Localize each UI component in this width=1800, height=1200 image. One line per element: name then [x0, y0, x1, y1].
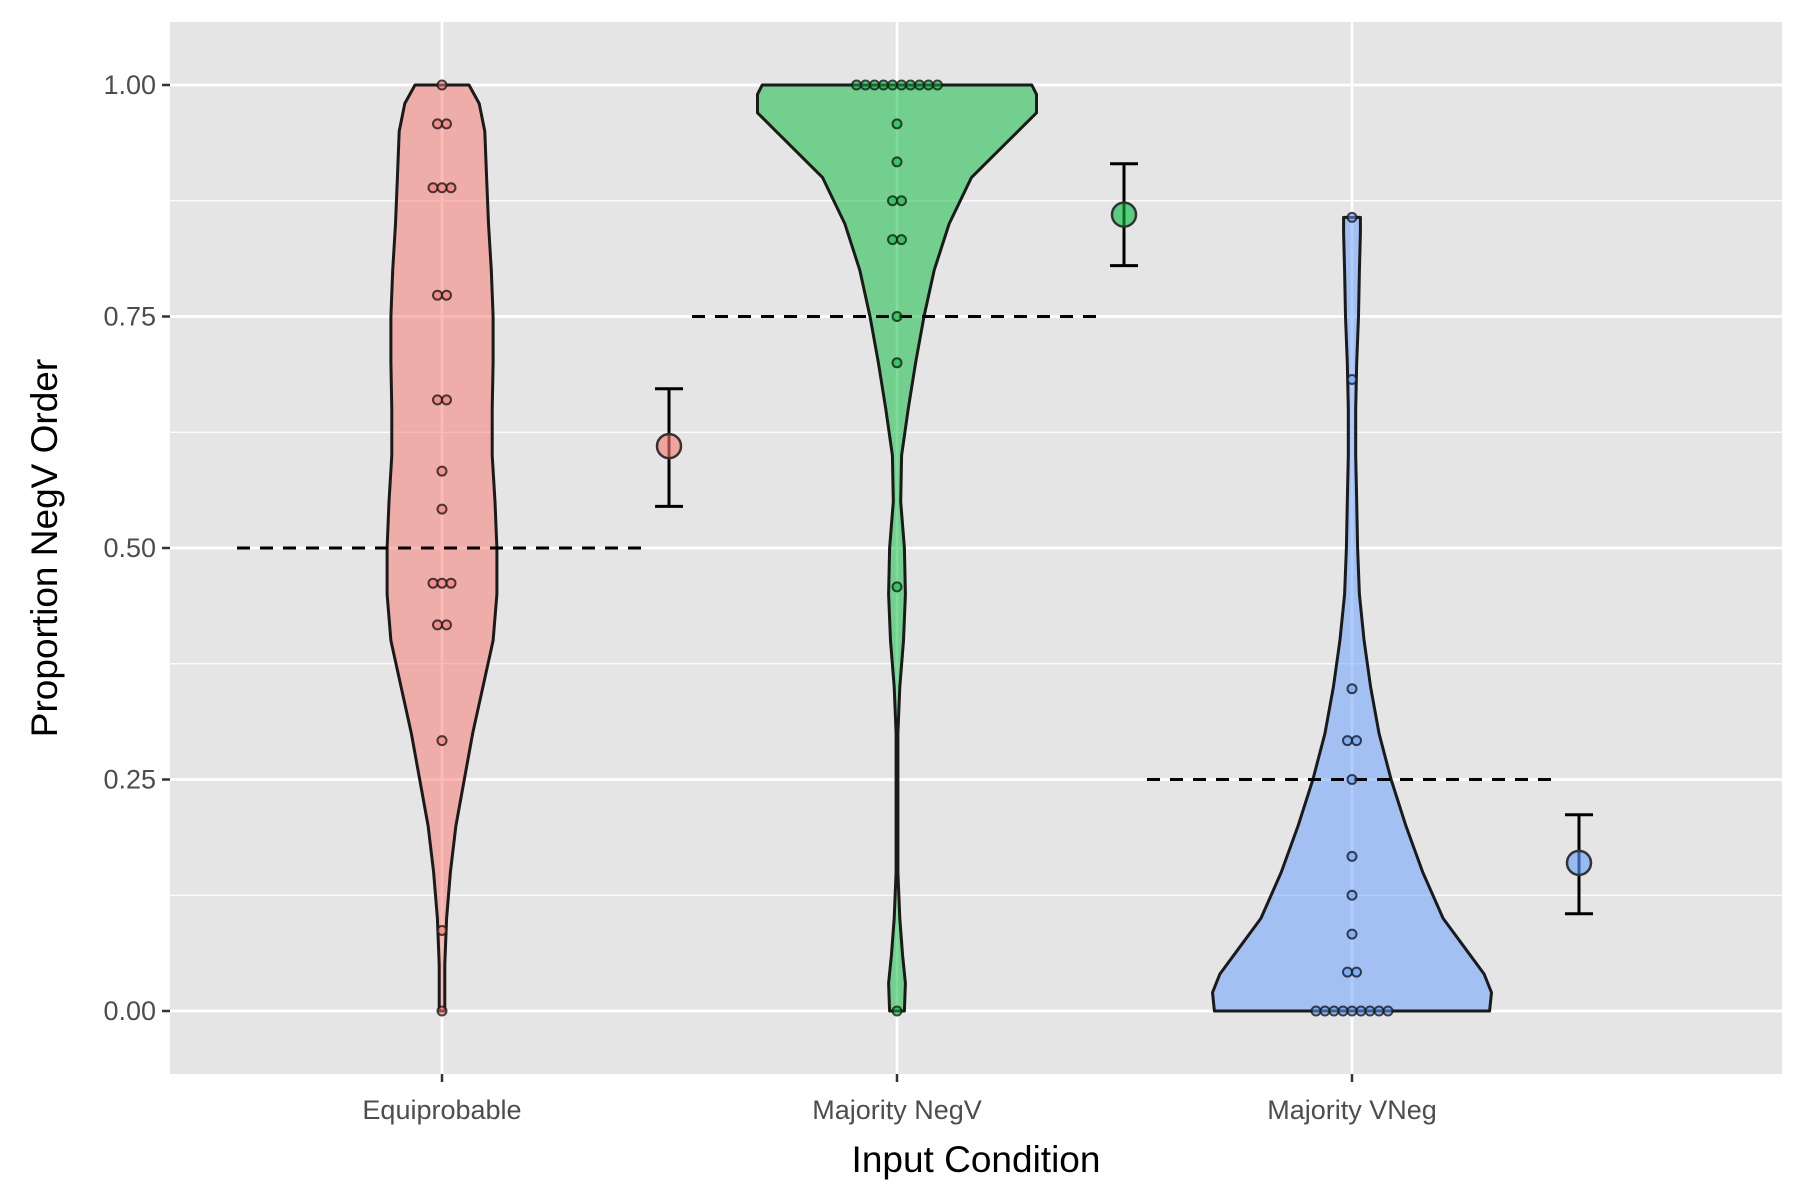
data-point — [914, 79, 925, 91]
violin-equiprobable — [385, 83, 499, 1013]
x-axis: Equiprobable Majority NegV Majority VNeg — [362, 1074, 1437, 1125]
data-point — [878, 79, 889, 91]
data-point — [445, 577, 457, 589]
data-point — [436, 465, 448, 477]
data-point — [887, 79, 898, 91]
data-point — [869, 79, 880, 91]
x-axis-title: Input Condition — [852, 1139, 1101, 1180]
mean-errorbars — [655, 162, 1593, 916]
data-point — [436, 79, 448, 91]
data-point — [860, 79, 871, 91]
data-point — [1373, 1005, 1385, 1017]
data-point — [427, 182, 439, 194]
data-point — [432, 289, 443, 301]
data-point — [1346, 928, 1358, 940]
violin-majority-negv — [756, 83, 1038, 1013]
data-point — [1351, 735, 1362, 747]
data-point — [1364, 1005, 1376, 1017]
data-point — [1346, 373, 1358, 385]
y-tick-label: 0.25 — [103, 765, 156, 795]
data-point — [891, 581, 903, 593]
data-point — [445, 182, 457, 194]
data-point — [441, 289, 452, 301]
data-point — [1346, 1005, 1358, 1017]
y-tick-label: 0.50 — [103, 533, 156, 563]
mean-point — [655, 432, 683, 460]
data-point — [1346, 774, 1358, 785]
data-point — [436, 735, 448, 747]
data-point — [1310, 1005, 1322, 1017]
data-point — [896, 234, 907, 246]
x-tick-label: Majority NegV — [812, 1095, 982, 1125]
data-point — [1346, 211, 1358, 223]
data-point — [891, 118, 903, 130]
data-point — [932, 79, 943, 91]
data-point — [441, 619, 452, 631]
data-point — [896, 195, 907, 207]
data-point — [427, 577, 439, 589]
violins — [385, 83, 1493, 1013]
data-point — [1382, 1005, 1394, 1017]
data-point — [887, 234, 898, 246]
data-point — [436, 1005, 448, 1017]
data-point — [1342, 735, 1353, 747]
y-axis: 0.00 0.25 0.50 0.75 1.00 — [103, 70, 170, 1026]
data-point — [436, 182, 448, 194]
data-point — [1346, 683, 1358, 695]
y-tick-label: 0.75 — [103, 302, 156, 332]
mean-point — [1110, 201, 1138, 228]
data-point — [891, 357, 903, 369]
y-axis-title: Proportion NegV Order — [24, 359, 65, 737]
x-tick-label: Equiprobable — [362, 1095, 521, 1125]
data-point — [891, 1005, 903, 1017]
data-point — [436, 577, 448, 589]
data-point — [896, 79, 907, 91]
data-point — [1346, 889, 1358, 901]
violin-majority-vneg — [1211, 215, 1493, 1013]
data-point — [432, 118, 443, 130]
data-point — [441, 118, 452, 130]
data-point — [1319, 1005, 1331, 1017]
data-point — [432, 394, 443, 406]
data-point — [887, 195, 898, 207]
data-point — [1351, 966, 1362, 978]
data-point — [436, 503, 448, 515]
y-tick-label: 1.00 — [103, 70, 156, 100]
data-points — [427, 79, 1394, 1017]
data-point — [441, 394, 452, 406]
data-point — [891, 311, 903, 322]
data-point — [1355, 1005, 1367, 1017]
mean-point — [1565, 849, 1593, 877]
y-tick-label: 0.00 — [103, 996, 156, 1026]
data-point — [432, 619, 443, 631]
data-point — [1346, 850, 1358, 862]
data-point — [891, 156, 903, 168]
data-point — [1328, 1005, 1340, 1017]
data-point — [923, 79, 934, 91]
data-point — [436, 924, 448, 936]
data-point — [1337, 1005, 1349, 1017]
data-point — [905, 79, 916, 91]
data-point — [851, 79, 862, 91]
data-point — [1342, 966, 1353, 978]
x-tick-label: Majority VNeg — [1267, 1095, 1437, 1125]
